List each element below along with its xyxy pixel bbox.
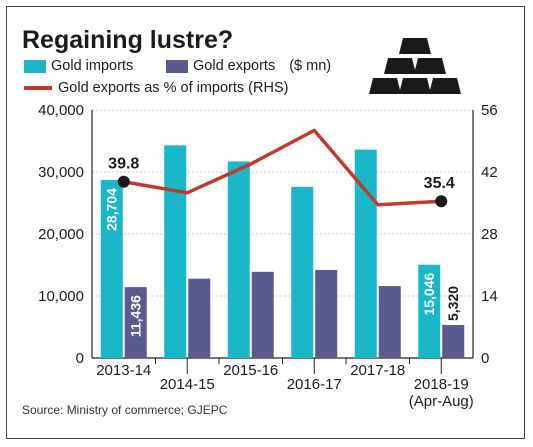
bar-imports <box>291 186 314 358</box>
legend-ratio-label: Gold exports as % of imports (RHS) <box>58 80 289 96</box>
x-tick-label: 2016-17 <box>287 376 342 393</box>
bar-exports <box>378 286 401 358</box>
gold-bars-icon <box>369 38 461 94</box>
bar-exports <box>315 269 338 358</box>
bar-exports <box>124 287 147 358</box>
ratio-point <box>435 195 448 208</box>
legend-imports-label: Gold imports <box>51 58 134 74</box>
y2-tick-label: 14 <box>481 288 498 305</box>
y-tick-label: 0 <box>76 350 84 367</box>
x-tick-sublabel: (Apr-Aug) <box>409 393 474 410</box>
bar-imports <box>100 180 123 358</box>
ratio-value-label: 35.4 <box>424 175 455 192</box>
x-tick-label: 2017-18 <box>350 362 405 379</box>
units-label: ($ mn) <box>289 58 332 74</box>
ratio-line <box>123 128 442 207</box>
chart-title: Regaining lustre? <box>22 26 234 54</box>
legend-imports: Gold imports <box>24 58 133 74</box>
source-note: Source: Ministry of commerce; GJEPC <box>22 403 228 417</box>
bar-exports <box>251 271 274 358</box>
bar-exports <box>442 325 465 358</box>
bar-imports <box>164 145 187 358</box>
y-tick-label: 20,000 <box>38 226 84 243</box>
bar-imports <box>354 149 377 358</box>
y-tick-label: 10,000 <box>38 288 84 305</box>
y2-tick-label: 28 <box>481 226 498 243</box>
bar-exports <box>188 278 211 358</box>
bar-imports <box>227 161 250 358</box>
legend-imports-swatch <box>24 59 46 73</box>
legend-ratio-swatch <box>24 86 52 90</box>
x-tick-label: 2018-19 <box>414 376 469 393</box>
y2-tick-label: 0 <box>481 350 489 367</box>
legend-exports-label: Gold exports <box>193 58 276 74</box>
y-tick-label: 30,000 <box>38 164 84 181</box>
ratio-value-label: 39.8 <box>108 156 139 173</box>
y2-tick-label: 56 <box>481 102 498 119</box>
x-tick-label: 2013-14 <box>96 362 151 379</box>
bar-value-label: 5,320 <box>445 286 461 321</box>
legend-exports-swatch <box>166 59 188 73</box>
x-tick-label: 2014-15 <box>160 376 215 393</box>
legend-ratio: Gold exports as % of imports (RHS) <box>24 80 288 96</box>
bar-imports <box>418 264 441 358</box>
bar-value-label: 28,704 <box>104 188 120 231</box>
ratio-point <box>117 175 130 188</box>
y2-tick-label: 42 <box>481 164 498 181</box>
bar-value-label: 15,046 <box>421 273 437 316</box>
legend-exports: Gold exports ($ mn) <box>166 58 331 74</box>
x-tick-label: 2015-16 <box>223 362 278 379</box>
y-tick-label: 40,000 <box>38 102 84 119</box>
bar-value-label: 11,436 <box>128 295 144 337</box>
